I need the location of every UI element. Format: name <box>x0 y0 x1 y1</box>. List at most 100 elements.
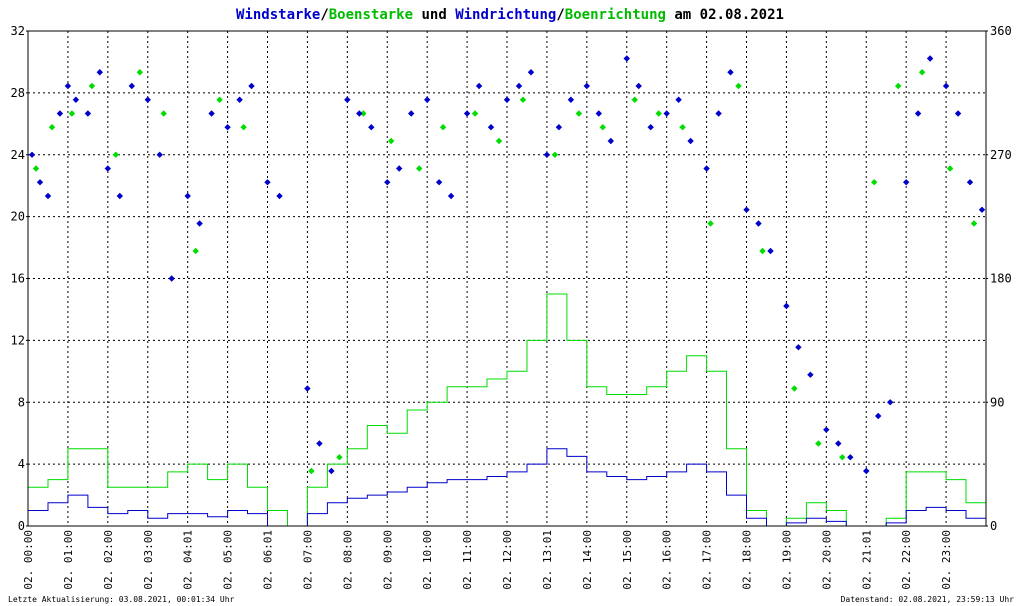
x-tick-label: 02. 16:00 <box>661 530 674 590</box>
point-wind-direction <box>926 55 934 62</box>
point-wind-direction <box>224 124 231 131</box>
point-wind-direction <box>236 96 243 103</box>
point-wind-direction <box>887 399 894 406</box>
point-wind-direction <box>64 82 72 90</box>
x-tick-label: 02. 13:01 <box>541 530 554 590</box>
title-part-2: Boenstarke <box>329 7 413 23</box>
point-wind-direction <box>875 412 882 420</box>
point-wind-direction <box>903 179 910 186</box>
point-wind-direction <box>28 151 36 158</box>
point-wind-direction <box>847 454 854 461</box>
x-tick-label: 02. 04:01 <box>182 530 195 590</box>
series-gust-speed-line <box>28 293 986 527</box>
point-wind-direction <box>635 82 642 90</box>
left-tick-label: 24 <box>11 148 25 162</box>
point-gust-direction <box>759 247 766 255</box>
point-wind-direction <box>447 192 455 200</box>
point-wind-direction <box>767 247 774 255</box>
point-wind-direction <box>783 302 790 310</box>
x-tick-label: 02. 19:00 <box>780 530 793 590</box>
right-tick-label: 90 <box>990 395 1004 409</box>
point-wind-direction <box>807 371 814 378</box>
point-gust-direction <box>308 467 315 475</box>
point-gust-direction <box>416 165 423 172</box>
x-tick-label: 02. 23:00 <box>940 530 953 590</box>
point-gust-direction <box>240 124 247 131</box>
x-tick-label: 02. 20:00 <box>820 530 833 590</box>
right-tick-label: 180 <box>990 272 1012 286</box>
point-gust-direction <box>68 110 76 117</box>
title-part-1: / <box>320 7 328 23</box>
series-wind-speed-line <box>28 448 986 527</box>
point-wind-direction <box>196 220 203 227</box>
point-gust-direction <box>160 110 167 117</box>
point-gust-direction <box>216 96 223 103</box>
x-tick-label: 02. 09:00 <box>381 530 394 590</box>
point-gust-direction <box>136 69 143 76</box>
point-gust-direction <box>551 151 559 158</box>
left-axis-ticks: 0 4 8 12 16 20 24 28 32 <box>11 24 28 533</box>
point-wind-direction <box>208 110 215 117</box>
x-tick-label: 02. 02:00 <box>102 530 115 590</box>
point-wind-direction <box>795 344 802 351</box>
point-gust-direction <box>871 179 878 186</box>
x-tick-label: 02. 17:00 <box>701 530 714 590</box>
x-tick-label: 02. 00:00 <box>22 530 35 590</box>
point-wind-direction <box>276 192 283 200</box>
point-gust-direction <box>918 69 926 76</box>
point-gust-direction <box>471 110 479 117</box>
point-wind-direction <box>304 385 311 392</box>
title-part-7: am 02.08.2021 <box>666 7 784 23</box>
x-tick-label: 02. 06:01 <box>262 530 275 590</box>
point-wind-direction <box>555 124 563 131</box>
point-wind-direction <box>755 220 762 227</box>
point-wind-direction <box>583 82 590 90</box>
title-part-0: Windstarke <box>236 7 320 23</box>
right-tick-label: 360 <box>990 24 1012 38</box>
x-tick-label: 02. 03:00 <box>142 530 155 590</box>
point-wind-direction <box>156 151 163 158</box>
point-wind-direction <box>44 192 52 200</box>
point-wind-direction <box>72 96 80 103</box>
point-wind-direction <box>567 96 575 103</box>
x-axis-ticks: 02. 00:00 02. 01:00 02. 02:00 02. 03:00 02. … <box>22 530 953 590</box>
point-wind-direction <box>424 96 431 103</box>
last-update-text: Letzte Aktualisierung: 03.08.2021, 00:01… <box>8 595 235 604</box>
right-axis-ticks: 0 90 180 270 360 <box>986 24 1012 533</box>
x-tick-label: 02. 18:00 <box>741 530 754 590</box>
point-wind-direction <box>515 82 523 90</box>
left-tick-label: 16 <box>11 272 25 286</box>
point-wind-direction <box>396 165 403 172</box>
point-gust-direction <box>88 82 96 90</box>
point-gust-direction <box>192 247 199 255</box>
point-wind-direction <box>623 55 630 62</box>
point-gust-direction <box>815 440 822 447</box>
point-gust-direction <box>839 454 846 461</box>
left-tick-label: 0 <box>18 519 25 533</box>
point-wind-direction <box>663 110 670 117</box>
point-wind-direction <box>184 192 191 200</box>
point-gust-direction <box>895 82 902 90</box>
point-wind-direction <box>435 179 443 186</box>
point-gust-direction <box>707 220 714 227</box>
point-wind-direction <box>727 69 734 76</box>
point-wind-direction <box>56 110 64 117</box>
point-wind-direction <box>703 165 710 172</box>
point-wind-direction <box>942 82 950 90</box>
point-gust-direction <box>336 454 343 461</box>
point-wind-direction <box>264 179 271 186</box>
x-tick-label: 02. 12:00 <box>501 530 514 590</box>
point-wind-direction <box>835 440 842 447</box>
point-wind-direction <box>316 440 323 447</box>
point-wind-direction <box>356 110 363 117</box>
x-tick-label: 02. 22:00 <box>900 530 913 590</box>
point-gust-direction <box>388 137 395 145</box>
point-gust-direction <box>946 165 954 172</box>
point-gust-direction <box>439 124 447 131</box>
point-wind-direction <box>144 96 151 103</box>
x-tick-label: 02. 14:00 <box>581 530 594 590</box>
x-tick-label: 02. 15:00 <box>621 530 634 590</box>
title-part-4: Windrichtung <box>455 7 556 23</box>
x-tick-label: 02. 21:01 <box>860 530 873 590</box>
